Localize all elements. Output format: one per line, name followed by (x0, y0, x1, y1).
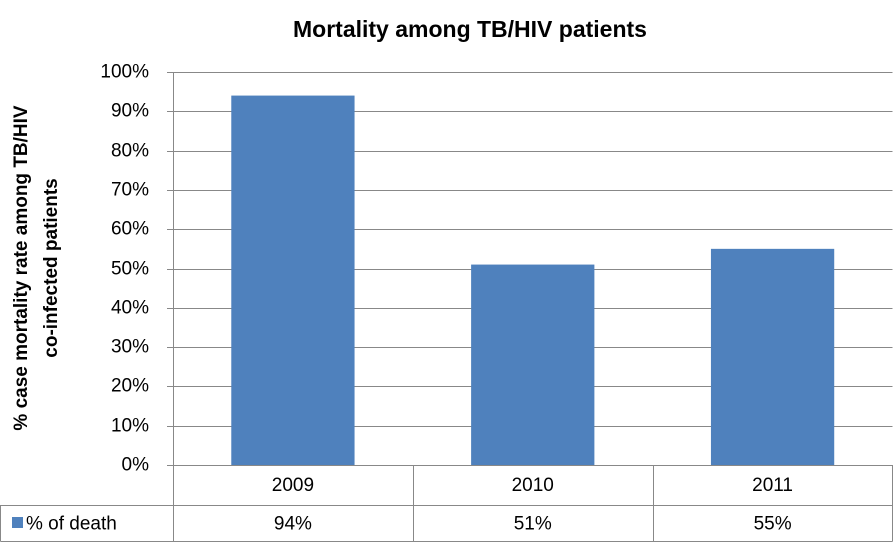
y-tick-label: 90% (111, 101, 149, 122)
y-axis-label: co-infected patients (41, 178, 62, 357)
y-tick-label: 80% (111, 141, 149, 162)
table-value: 94% (274, 513, 312, 534)
legend-label: % of death (26, 513, 117, 534)
x-tick-label: 2009 (272, 475, 314, 496)
y-tick-label: 10% (111, 416, 149, 437)
bar (471, 264, 595, 465)
table-value: 55% (754, 513, 792, 534)
bar (231, 95, 355, 465)
y-tick-label: 60% (111, 219, 149, 240)
y-tick-label: 100% (100, 62, 149, 83)
y-tick-label: 40% (111, 298, 149, 319)
chart-title: Mortality among TB/HIV patients (293, 16, 647, 42)
y-tick-label: 30% (111, 337, 149, 358)
table-value: 51% (514, 513, 552, 534)
legend-swatch (12, 517, 23, 528)
y-tick-label: 70% (111, 180, 149, 201)
y-tick-label: 20% (111, 376, 149, 397)
y-tick-label: 0% (122, 455, 150, 476)
y-axis-label: % case mortality rate among TB/HIV (11, 105, 32, 431)
bar (710, 248, 835, 465)
x-tick-label: 2011 (752, 475, 793, 496)
x-tick-label: 2010 (512, 475, 554, 496)
y-tick-label: 50% (111, 259, 149, 280)
